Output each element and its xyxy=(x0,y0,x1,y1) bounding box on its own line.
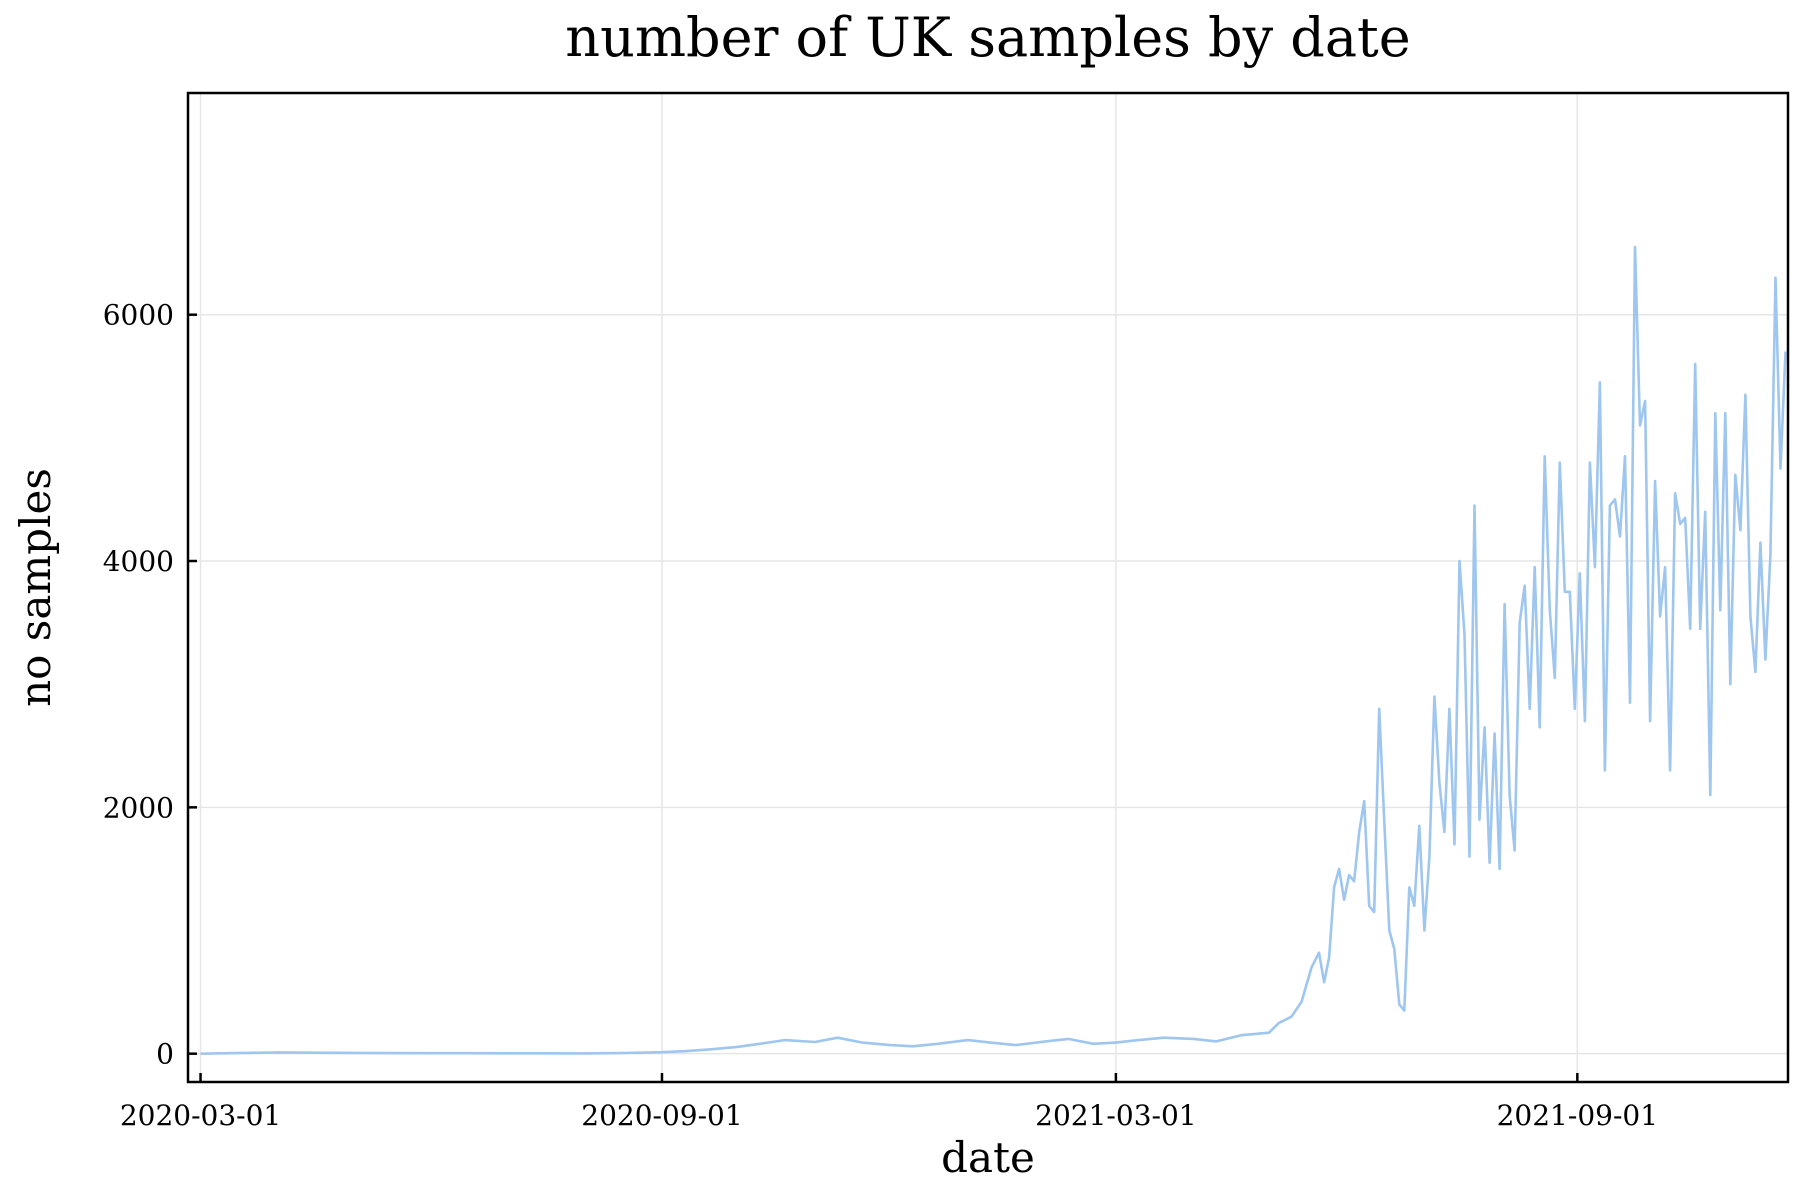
y-tick-label: 2000 xyxy=(103,791,174,824)
x-axis-label: date xyxy=(941,1133,1035,1182)
x-tick-label: 2020-09-01 xyxy=(581,1099,742,1132)
series-line-0 xyxy=(200,245,1787,1055)
x-tick-label: 2021-09-01 xyxy=(1497,1099,1658,1132)
chart-title: number of UK samples by date xyxy=(565,6,1410,69)
x-tick-label: 2020-03-01 xyxy=(120,1099,281,1132)
plot-frame xyxy=(186,91,1790,1084)
y-axis-label: no samples xyxy=(11,468,60,707)
ticks: 2020-03-01 2020-09-01 2021-03-01 2021-09-01… xyxy=(103,299,1658,1132)
series-group xyxy=(200,245,1787,1055)
x-tick-label: 2021-03-01 xyxy=(1035,1099,1196,1132)
y-tick-label: 4000 xyxy=(103,545,174,578)
y-tick-label: 6000 xyxy=(103,299,174,332)
y-tick-label: 0 xyxy=(156,1038,174,1071)
